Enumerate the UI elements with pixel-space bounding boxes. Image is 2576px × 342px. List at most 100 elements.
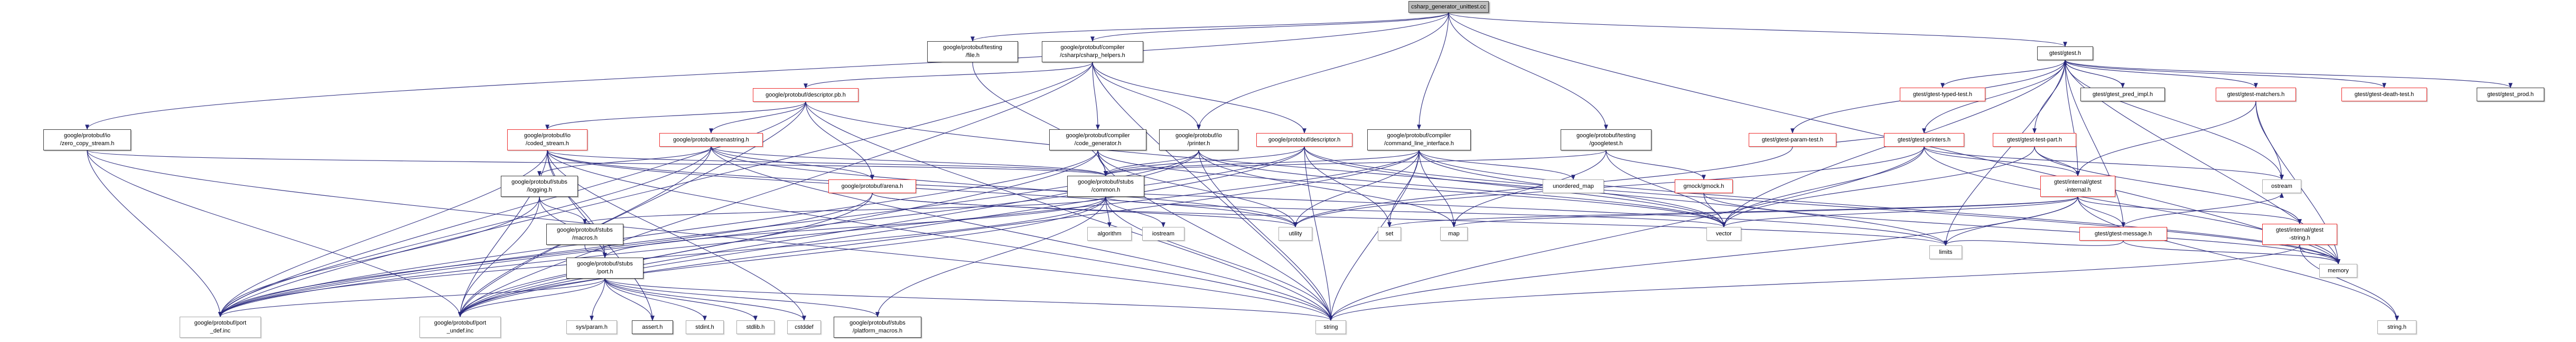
graph-node-stdint: stdint.h: [686, 320, 724, 334]
edge-gtest-to-gtest_test_part: [2032, 60, 2066, 134]
edge-common-to-iostream: [1105, 196, 1165, 227]
edge-arena-to-limits: [872, 193, 1948, 246]
edge-arenastring-to-common: [711, 146, 1108, 176]
edge-gtest-to-gtest_matchers: [2065, 60, 2258, 88]
graph-node-gtest_param[interactable]: gtest/gtest-param-test.h: [1749, 133, 1836, 147]
graph-node-csharp_helpers[interactable]: google/protobuf/compiler /csharp/csharp_…: [1042, 41, 1143, 62]
edge-gtest-to-gtest_death: [2065, 60, 2386, 88]
graph-node-googletest[interactable]: google/protobuf/testing /googletest.h: [1561, 129, 1651, 150]
edge-csharp_helpers-to-code_generator: [1092, 62, 1100, 130]
graph-node-printer[interactable]: google/protobuf/io /printer.h: [1159, 129, 1238, 150]
edge-stubs_port-to-assert_h: [604, 278, 655, 321]
edge-root-to-printer: [1197, 12, 1449, 130]
edge-descriptor_pb-to-coded_stream: [545, 101, 806, 130]
edge-root-to-gtest: [1448, 12, 2067, 47]
edge-cli-to-unordered_map: [1418, 150, 1575, 180]
graph-node-gtest_prod[interactable]: gtest/gtest_prod.h: [2477, 88, 2544, 101]
edge-common-to-stubs_port: [603, 196, 1106, 258]
graph-node-code_generator[interactable]: google/protobuf/compiler /code_generator…: [1049, 129, 1146, 150]
graph-node-algorithm: algorithm: [1087, 227, 1132, 241]
edge-gtest_internal-to-gtest_message: [2077, 196, 2125, 227]
edge-common-to-vector: [1105, 196, 1726, 227]
edge-coded_stream-to-cstddef: [547, 150, 806, 321]
edge-csharp_helpers-to-printer: [1092, 62, 1201, 130]
edge-descriptor_pb-to-arena: [805, 101, 874, 180]
edge-stubs_port-to-stdlib: [604, 278, 758, 321]
edge-gtest_internal-to-vector: [1722, 196, 2078, 227]
edge-stubs_port-to-cstddef: [604, 278, 806, 321]
graph-node-string_h: string.h: [2377, 320, 2416, 334]
graph-node-gtest_pred[interactable]: gtest/gtest_pred_impl.h: [2080, 88, 2165, 101]
edge-arenastring-to-string: [711, 146, 1333, 321]
graph-node-cli[interactable]: google/protobuf/compiler /command_line_i…: [1367, 129, 1471, 150]
graph-node-gtest[interactable]: gtest/gtest.h: [2037, 46, 2093, 60]
edge-common-to-platform_macros: [875, 196, 1106, 317]
edge-printer-to-port_def: [218, 150, 1199, 317]
graph-node-coded_stream[interactable]: google/protobuf/io /coded_stream.h: [507, 129, 587, 150]
edge-gtest-to-gtest_prod: [2065, 60, 2513, 88]
edge-stubs_port-to-port_undef: [458, 278, 605, 317]
edge-zero_copy-to-port_undef: [87, 150, 462, 317]
graph-node-gtest_string[interactable]: gtest/internal/gtest -string.h: [2262, 224, 2337, 245]
edge-printer-to-common: [1104, 150, 1199, 176]
graph-node-macros[interactable]: google/protobuf/stubs /macros.h: [546, 224, 623, 245]
graph-node-assert_h[interactable]: assert.h: [632, 320, 673, 334]
edge-arenastring-to-utility: [711, 146, 1298, 227]
graph-node-stubs_port[interactable]: google/protobuf/stubs /port.h: [566, 258, 643, 279]
edge-arena-to-utility: [872, 193, 1298, 227]
graph-node-gtest_matchers[interactable]: gtest/gtest-matchers.h: [2216, 88, 2296, 101]
edge-gtest_printers-to-vector: [1722, 146, 1925, 227]
graph-node-logging[interactable]: google/protobuf/stubs /logging.h: [501, 176, 578, 197]
graph-node-root: csharp_generator_unittest.cc: [1408, 1, 1489, 13]
graph-node-gtest_death[interactable]: gtest/gtest-death-test.h: [2341, 88, 2427, 101]
edge-gtest_message-to-memory: [2123, 240, 2340, 264]
edge-stubs_port-to-string: [604, 278, 1333, 321]
edge-descriptor-to-string: [1304, 146, 1333, 321]
edge-coded_stream-to-port_undef: [458, 150, 548, 317]
edge-googletest-to-gmock: [1606, 150, 1706, 180]
graph-node-platform_macros[interactable]: google/protobuf/stubs /platform_macros.h: [834, 317, 921, 338]
edge-descriptor-to-set: [1304, 146, 1392, 227]
edge-coded_stream-to-port_def: [218, 150, 548, 317]
edge-gtest-to-gtest_message: [2065, 60, 2125, 227]
edge-root-to-googletest: [1448, 12, 1608, 130]
graph-node-unordered_map: unordered_map: [1543, 179, 1604, 193]
graph-node-memory: memory: [2319, 264, 2357, 278]
graph-node-gtest_test_part[interactable]: gtest/gtest-test-part.h: [1993, 133, 2076, 147]
edge-zero_copy-to-port_def: [87, 150, 222, 317]
graph-node-common[interactable]: google/protobuf/stubs /common.h: [1067, 176, 1144, 197]
edge-gtest_printers-to-gtest_internal: [1924, 146, 2080, 176]
graph-node-file[interactable]: google/protobuf/testing /file.h: [927, 41, 1018, 62]
edge-csharp_helpers-to-string: [1092, 62, 1333, 321]
edge-gtest_test_part-to-gtest_string: [2034, 146, 2302, 224]
graph-node-set: set: [1378, 227, 1401, 241]
edge-root-to-cli: [1417, 12, 1449, 130]
graph-node-descriptor_pb[interactable]: google/protobuf/descriptor.pb.h: [753, 88, 858, 102]
edge-zero_copy-to-string: [87, 150, 1333, 321]
graph-node-gtest_printers[interactable]: gtest/gtest-printers.h: [1884, 133, 1964, 147]
graph-node-arena[interactable]: google/protobuf/arena.h: [828, 179, 916, 193]
graph-node-zero_copy[interactable]: google/protobuf/io /zero_copy_stream.h: [43, 129, 131, 150]
edge-descriptor_pb-to-string: [805, 101, 1333, 321]
graph-node-gtest_message[interactable]: gtest/gtest-message.h: [2079, 227, 2167, 241]
edge-stubs_port-to-stdint: [604, 278, 707, 321]
graph-node-ostream: ostream: [2262, 179, 2301, 193]
edge-csharp_helpers-to-port_def: [218, 62, 1093, 317]
graph-node-gtest_internal[interactable]: gtest/internal/gtest -internal.h: [2040, 176, 2115, 197]
graph-node-gmock[interactable]: gmock/gmock.h: [1675, 179, 1733, 193]
edge-csharp_helpers-to-descriptor: [1092, 62, 1306, 134]
edge-root-to-file: [970, 12, 1449, 42]
graph-node-gtest_typed[interactable]: gtest/gtest-typed-test.h: [1900, 88, 1985, 101]
edge-gtest_internal-to-map: [1452, 196, 2078, 227]
graph-node-arenastring[interactable]: google/protobuf/arenastring.h: [659, 133, 763, 147]
edge-gtest-to-ostream: [2065, 60, 2284, 180]
edge-zero_copy-to-common: [87, 150, 1108, 176]
graph-node-iostream: iostream: [1142, 227, 1184, 241]
edge-gtest_message-to-ostream: [2123, 193, 2284, 227]
edge-root-to-csharp_helpers: [1090, 12, 1449, 42]
edge-cli-to-common: [1104, 150, 1420, 176]
graph-node-descriptor[interactable]: google/protobuf/descriptor.h: [1256, 133, 1352, 147]
edge-logging-to-macros: [539, 196, 587, 224]
graph-node-port_def: google/protobuf/port _def.inc: [180, 317, 261, 338]
edge-descriptor_pb-to-limits: [805, 101, 1948, 246]
